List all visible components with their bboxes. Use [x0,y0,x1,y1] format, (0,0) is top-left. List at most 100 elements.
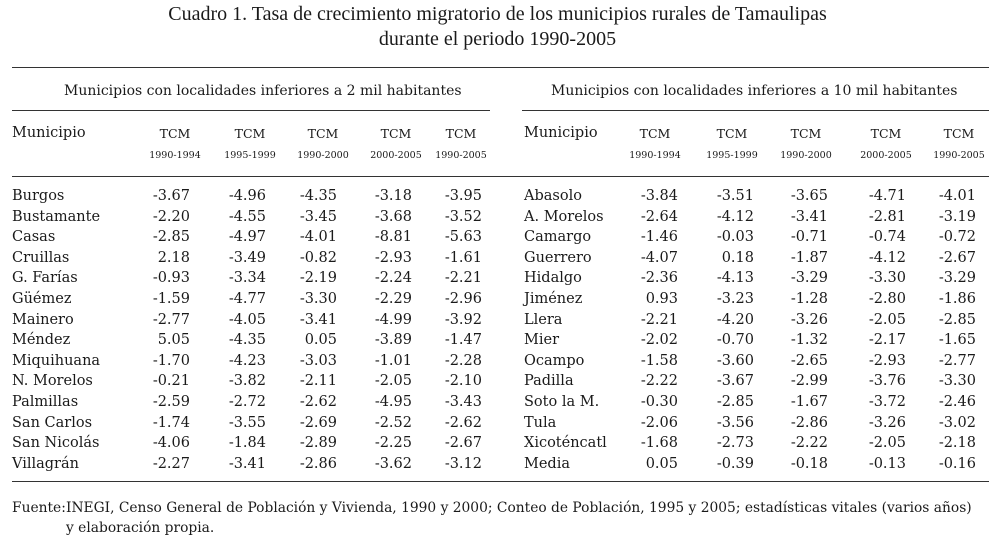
tcm-value: -0.70 [716,332,754,349]
tcm-value: -2.11 [299,373,337,390]
right-col-4-label: TCM [870,126,902,141]
municipio-name: Mainero [12,311,74,328]
municipio-name: Ocampo [524,352,585,369]
tcm-value: -0.13 [868,455,906,472]
municipio-name: Villagrán [12,455,79,472]
tcm-value: -0.18 [790,455,828,472]
tcm-value: -3.41 [228,455,266,472]
source-label: Fuente: [12,500,66,516]
municipio-name: Palmillas [12,394,79,410]
right-col-3-period: 1990-2000 [780,150,832,161]
tcm-value: -0.21 [152,373,190,390]
group-rule-left [12,110,490,111]
tcm-value: -2.69 [299,414,337,431]
tcm-value: -4.01 [938,188,976,204]
municipio-name: Media [524,455,570,472]
left-col-4-period: 2000-2005 [370,150,422,161]
municipio-name: Burgos [12,188,65,204]
tcm-value: -2.77 [152,311,190,328]
tcm-value: -3.68 [374,208,412,225]
tcm-value: -3.41 [299,311,337,328]
tcm-value: -2.93 [374,249,412,266]
municipio-name: Miquihuana [12,352,101,369]
tcm-value: -2.21 [640,311,678,328]
source-text-line-2: y elaboración propia. [66,520,215,536]
tcm-value: -3.30 [299,291,337,307]
tcm-value: -1.01 [374,352,412,369]
tcm-value: -1.74 [152,414,190,431]
tcm-value: -2.67 [444,435,482,452]
tcm-value: -3.34 [228,270,266,287]
left-col-4-label: TCM [380,126,412,141]
tcm-value: -3.19 [938,208,976,225]
tcm-value: -2.96 [444,291,482,307]
municipio-name: Cruillas [12,249,70,266]
tcm-value: -2.62 [444,414,482,431]
tcm-value: -4.35 [299,188,337,204]
municipio-name: N. Morelos [12,373,93,390]
tcm-value: -2.46 [938,394,976,410]
right-col-2-period: 1995-1999 [706,150,758,161]
right-col-1-label: TCM [639,126,671,141]
left-municipio-header: Municipio [12,125,86,141]
tcm-value: 0.05 [304,332,337,349]
tcm-value: -1.61 [444,249,482,266]
tcm-value: -0.39 [716,455,754,472]
right-group-header: Municipios con localidades inferiores a … [551,83,958,99]
tcm-value: -2.86 [790,414,828,431]
tcm-value: -2.73 [716,435,754,452]
left-col-2-label: TCM [234,126,266,141]
tcm-value: -2.10 [444,373,482,390]
table-title-line-2: durante el periodo 1990-2005 [378,28,617,50]
left-col-3-label: TCM [307,126,339,141]
tcm-value: -0.30 [640,394,678,410]
tcm-value: -8.81 [374,229,412,246]
municipio-name: Padilla [524,373,574,390]
tcm-value: 0.18 [721,249,754,266]
municipio-name: Bustamante [12,208,101,225]
municipio-name: Soto la M. [524,394,600,410]
tcm-value: -2.36 [640,270,678,287]
tcm-value: -5.63 [444,229,482,246]
tcm-value: -3.89 [374,332,412,349]
tcm-value: -3.62 [374,455,412,472]
tcm-value: -1.68 [640,435,678,452]
tcm-value: -1.46 [640,229,678,246]
tcm-value: -3.30 [868,270,906,287]
municipio-name: Camargo [524,229,592,246]
tcm-value: -1.32 [790,332,828,349]
left-col-5-period: 1990-2005 [435,150,487,161]
municipio-name: Llera [524,311,563,328]
tcm-value: -4.23 [228,352,266,369]
tcm-value: -1.47 [444,332,482,349]
tcm-value: -2.89 [299,435,337,452]
tcm-value: -3.45 [299,208,337,225]
tcm-value: -3.02 [938,414,976,431]
tcm-value: -3.12 [444,455,482,472]
tcm-value: -2.02 [640,332,678,349]
tcm-value: -2.52 [374,414,412,431]
left-col-1-period: 1990-1994 [149,150,201,161]
municipio-name: Guerrero [524,249,592,266]
tcm-value: -2.81 [868,208,906,225]
tcm-value: -1.86 [938,291,976,307]
tcm-value: -2.25 [374,435,412,452]
tcm-value: -4.77 [228,291,266,307]
tcm-value: -3.26 [868,414,906,431]
tcm-value: -3.29 [938,270,976,287]
tcm-value: -4.13 [716,270,754,287]
tcm-value: -3.52 [444,208,482,225]
tcm-value: -3.67 [152,188,190,204]
left-col-2-period: 1995-1999 [224,150,276,161]
tcm-value: -3.41 [790,208,828,225]
tcm-value: -1.58 [640,352,678,369]
tcm-value: -3.29 [790,270,828,287]
municipio-name: G. Farías [12,270,78,287]
municipio-name: Xicoténcatl [524,435,607,452]
tcm-value: -2.05 [374,373,412,390]
tcm-value: -2.59 [152,394,190,410]
tcm-value: -0.71 [790,229,828,246]
tcm-value: -4.96 [228,188,266,204]
tcm-value: -3.26 [790,311,828,328]
right-col-5-label: TCM [943,126,975,141]
